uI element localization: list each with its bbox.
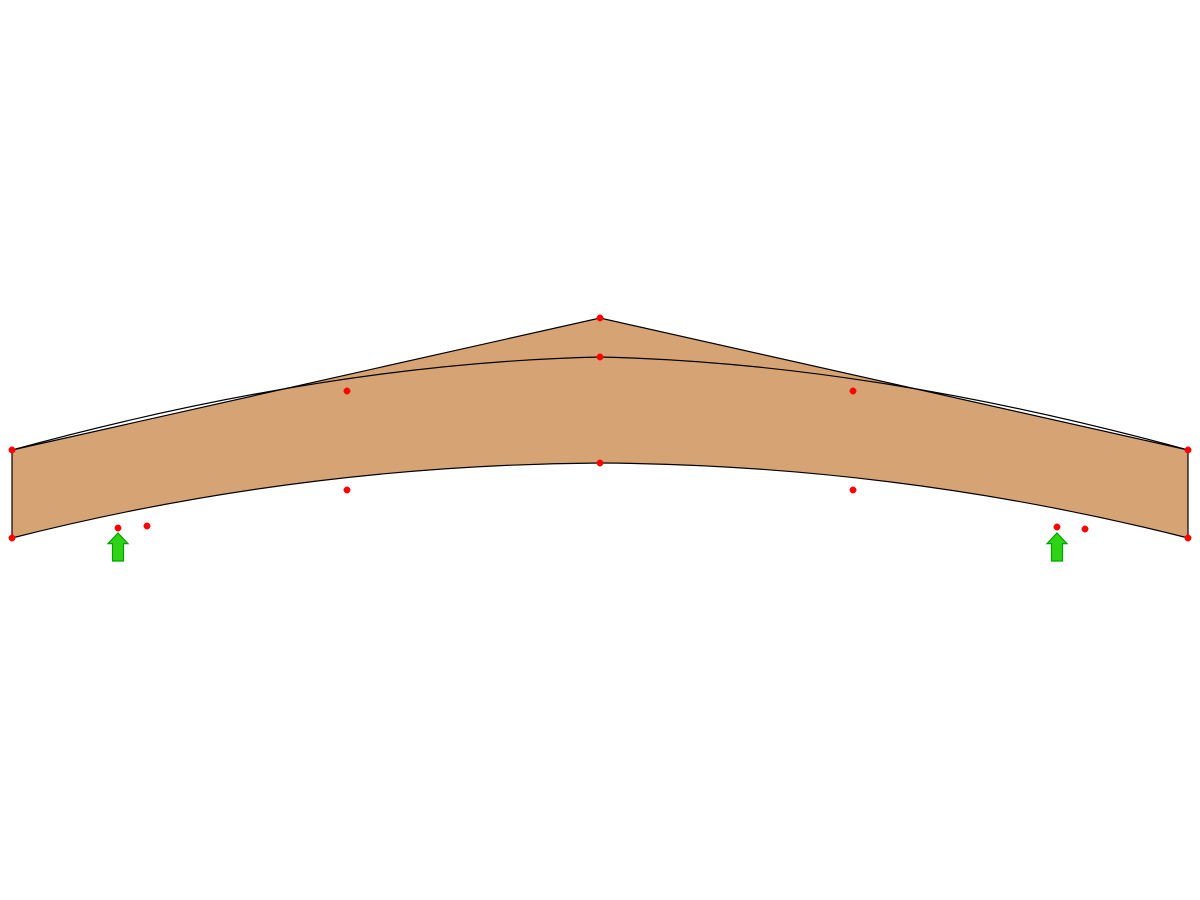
node-point-13 bbox=[1054, 524, 1060, 530]
support-arrow-0 bbox=[108, 533, 128, 561]
node-point-14 bbox=[1082, 526, 1088, 532]
node-point-5 bbox=[597, 354, 603, 360]
node-point-9 bbox=[344, 487, 350, 493]
node-point-10 bbox=[850, 487, 856, 493]
node-point-1 bbox=[1185, 447, 1191, 453]
node-point-8 bbox=[850, 388, 856, 394]
node-point-4 bbox=[597, 315, 603, 321]
beam-outline bbox=[12, 318, 1188, 538]
beam-diagram-svg bbox=[0, 0, 1200, 900]
node-point-12 bbox=[144, 523, 150, 529]
node-point-0 bbox=[9, 447, 15, 453]
node-point-2 bbox=[9, 535, 15, 541]
node-point-11 bbox=[115, 525, 121, 531]
node-point-6 bbox=[597, 460, 603, 466]
node-point-7 bbox=[344, 388, 350, 394]
support-arrow-1 bbox=[1047, 533, 1067, 561]
node-point-3 bbox=[1185, 535, 1191, 541]
diagram-canvas bbox=[0, 0, 1200, 900]
